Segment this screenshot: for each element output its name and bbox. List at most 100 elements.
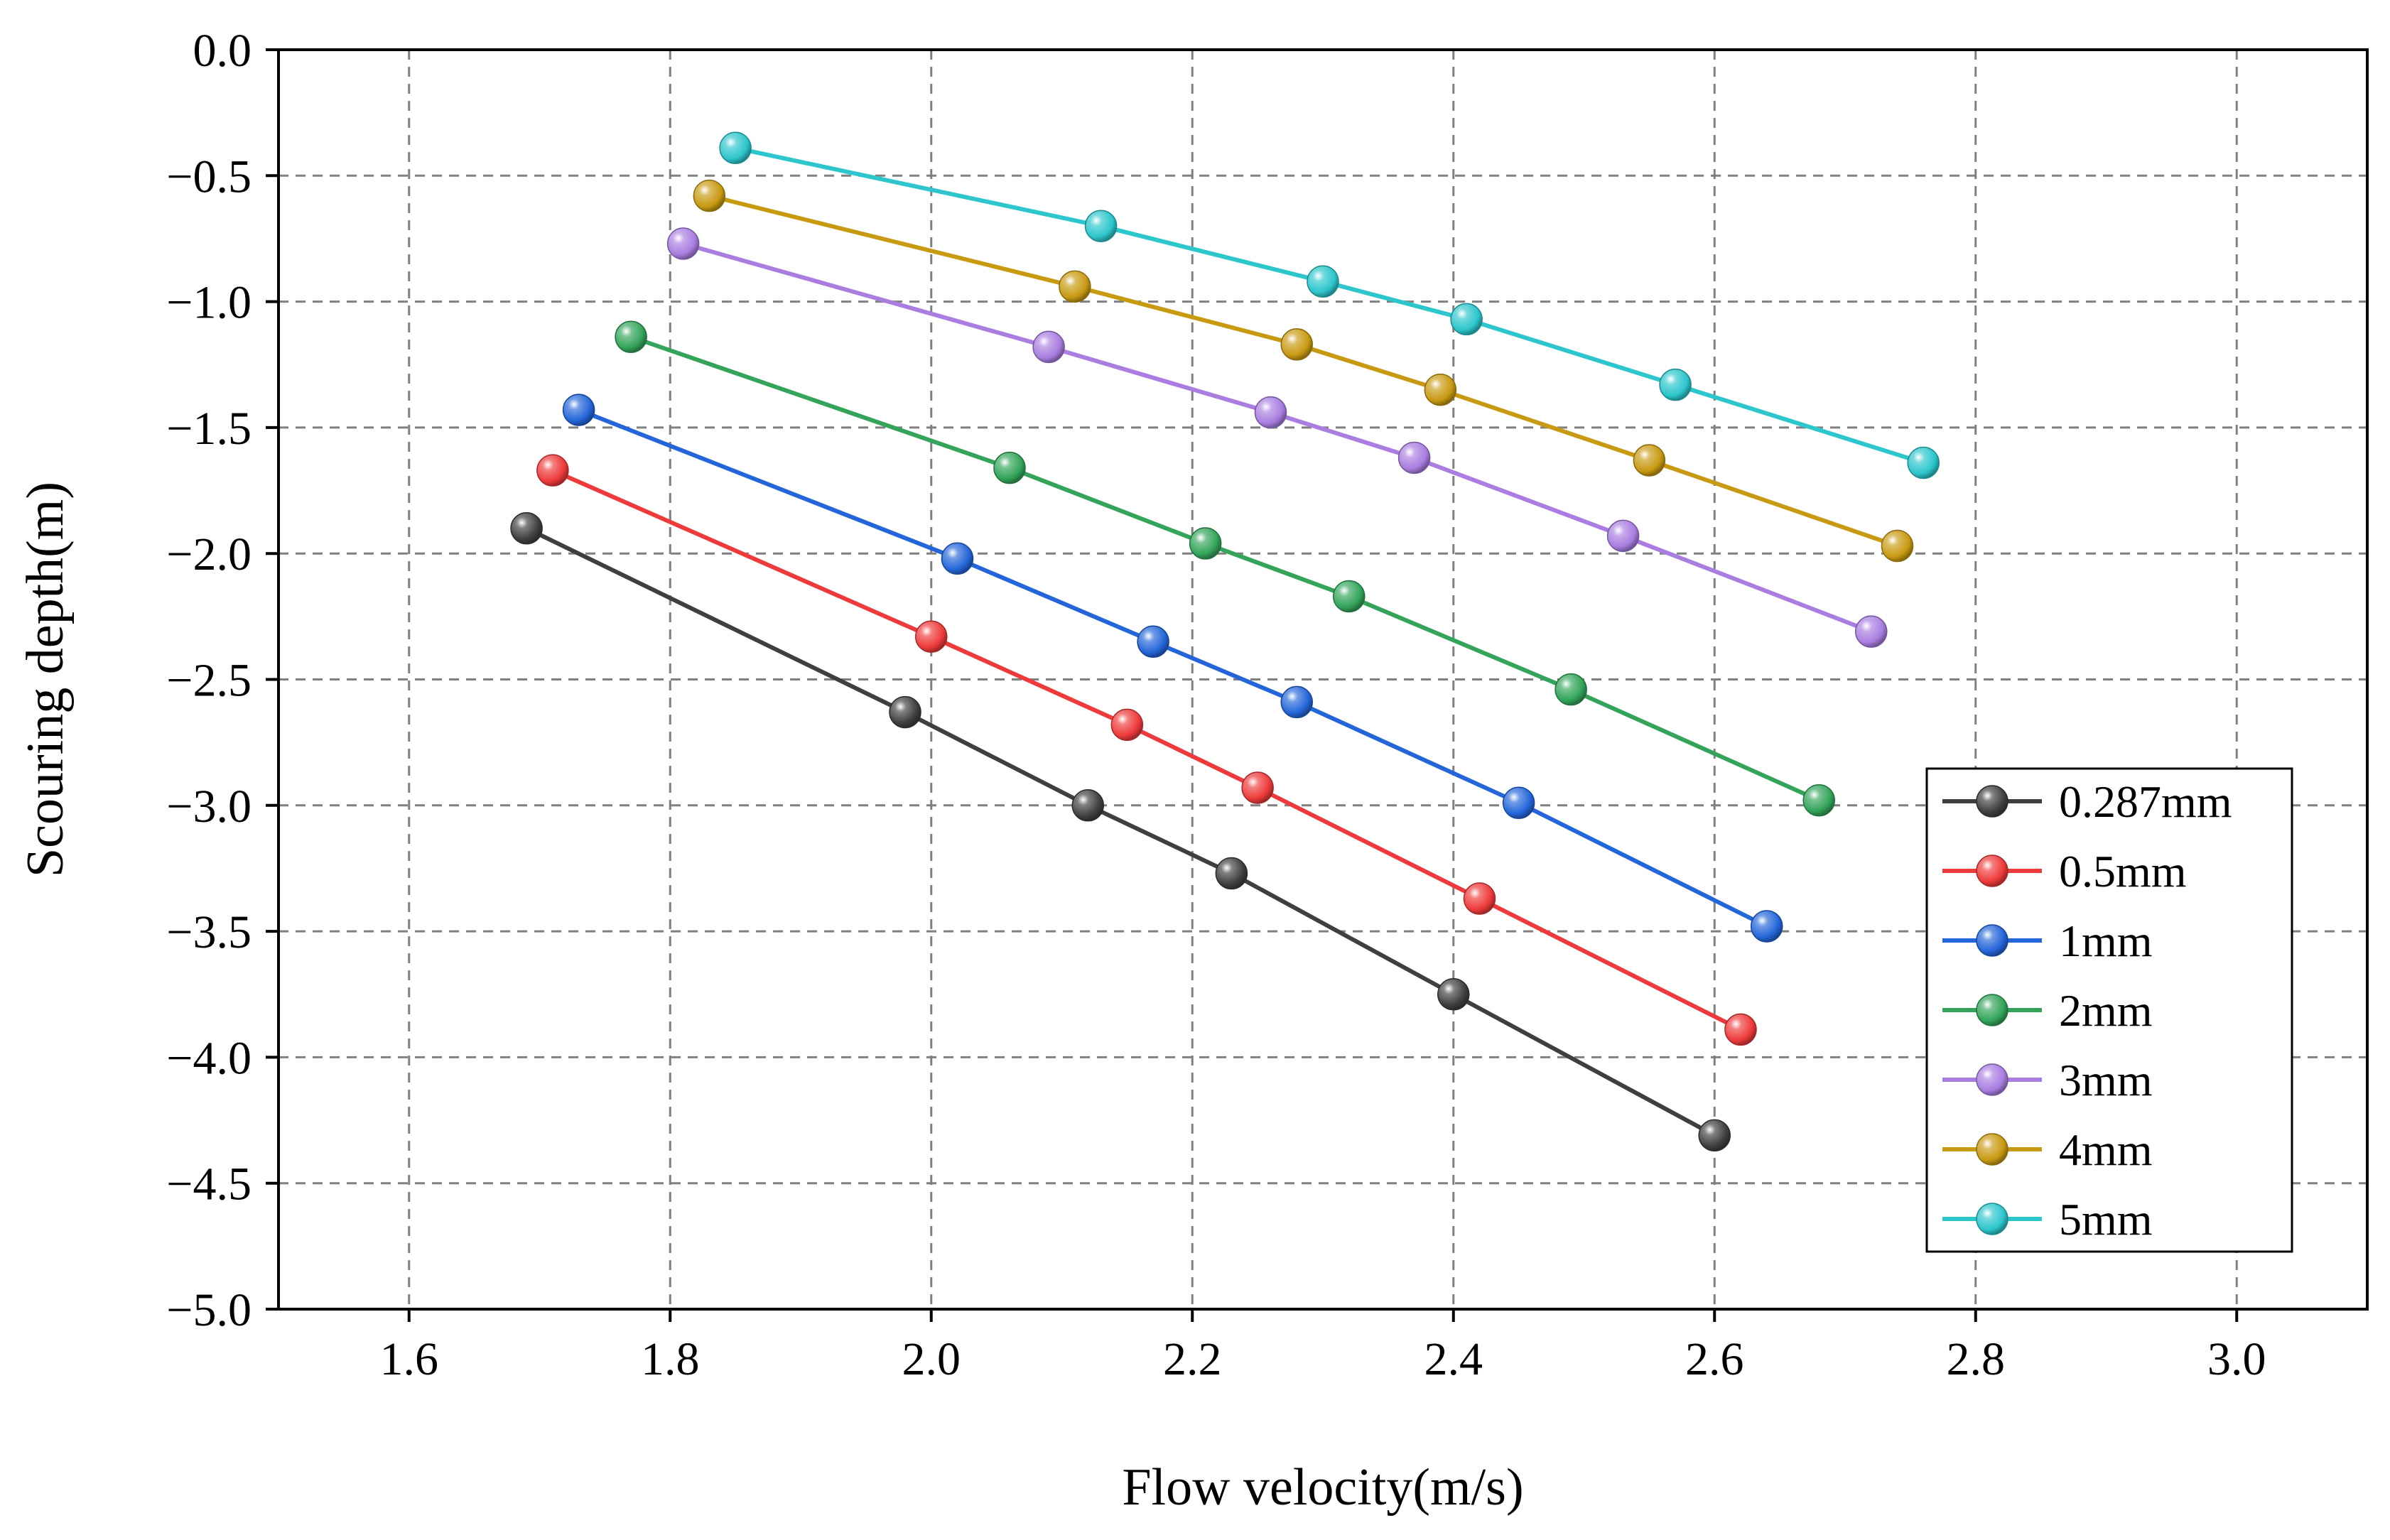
data-point-4mm-3: [1424, 373, 1457, 406]
data-point-5mm-4: [1659, 368, 1692, 401]
series-line-1mm: [578, 408, 1768, 928]
data-point-3mm-5: [1855, 615, 1888, 648]
series-3mm: [666, 227, 1888, 648]
series-0-5mm: [536, 454, 1757, 1046]
grid: [279, 50, 2367, 1309]
data-point-0-287mm-2: [1071, 789, 1104, 822]
x-tick-label: 2.4: [1424, 1333, 1483, 1385]
data-point-2mm-3: [1333, 580, 1366, 613]
legend-swatch-marker: [1976, 1203, 2008, 1235]
legend-item-2mm: 2mm: [1942, 985, 2153, 1036]
x-tick-label: 2.6: [1685, 1333, 1744, 1385]
legend-swatch-marker: [1976, 785, 2008, 818]
data-point-0-287mm-0: [510, 511, 543, 545]
data-point-0-5mm-2: [1110, 708, 1144, 742]
data-point-1mm-4: [1502, 786, 1535, 820]
legend-item-0-5mm: 0.5mm: [1942, 846, 2187, 896]
y-tick-label: −3.0: [166, 781, 252, 833]
data-point-3mm-0: [666, 227, 700, 260]
legend-swatch-marker: [1976, 994, 2008, 1026]
data-point-1mm-3: [1280, 685, 1313, 719]
data-point-4mm-5: [1881, 529, 1914, 563]
data-point-5mm-5: [1907, 446, 1940, 479]
data-point-0-5mm-3: [1241, 771, 1274, 804]
legend-label: 4mm: [2059, 1124, 2153, 1175]
data-point-0-5mm-1: [915, 620, 948, 653]
y-tick-label: −2.5: [166, 655, 252, 707]
y-tick-label: −0.5: [166, 151, 252, 202]
legend-label: 0.5mm: [2059, 846, 2187, 896]
legend-item-4mm: 4mm: [1942, 1124, 2153, 1175]
series-line-3mm: [682, 242, 1872, 634]
data-point-5mm-2: [1307, 265, 1339, 298]
data-point-2mm-2: [1189, 527, 1222, 560]
data-point-5mm-1: [1084, 210, 1118, 242]
data-point-2mm-5: [1802, 783, 1835, 817]
data-point-4mm-2: [1280, 328, 1313, 361]
legend-label: 1mm: [2059, 916, 2153, 966]
data-point-0-287mm-3: [1215, 857, 1248, 890]
data-point-0-5mm-5: [1724, 1013, 1757, 1046]
y-tick-label: −3.5: [166, 906, 252, 958]
data-point-1mm-0: [562, 394, 595, 426]
y-tick-labels: 0.0 −0.5 −1.0 −1.5 −2.0 −2.5 −3.0 −3.5 −4.0 −4.5 −…: [166, 25, 252, 1336]
y-tick-label: −4.5: [166, 1159, 252, 1210]
y-tick-label: 0.0: [193, 25, 252, 77]
y-tick-label: −5.0: [166, 1284, 252, 1336]
data-point-1mm-2: [1137, 625, 1169, 658]
x-tick-label: 2.8: [1947, 1333, 2006, 1385]
series-0-287mm: [510, 511, 1731, 1152]
data-point-1mm-5: [1751, 910, 1783, 943]
data-point-3mm-4: [1606, 519, 1640, 553]
data-point-3mm-2: [1254, 396, 1287, 429]
series-1mm: [562, 394, 1783, 943]
data-point-3mm-1: [1032, 330, 1065, 364]
x-axis-title: Flow velocity(m/s): [1122, 1458, 1523, 1517]
data-point-2mm-4: [1554, 673, 1587, 706]
data-point-0-287mm-5: [1698, 1119, 1731, 1152]
series-line-0-5mm: [551, 468, 1742, 1032]
data-point-0-287mm-1: [889, 695, 921, 729]
legend-label: 5mm: [2059, 1194, 2153, 1245]
series-5mm: [719, 131, 1940, 479]
legend-swatch-marker: [1976, 855, 2008, 887]
series-line-5mm: [735, 146, 1925, 465]
series-line-2mm: [630, 335, 1820, 803]
legend-item-1mm: 1mm: [1942, 916, 2153, 966]
x-tick-label: 3.0: [2207, 1333, 2266, 1385]
y-tick-label: −4.0: [166, 1032, 252, 1084]
data-point-0-287mm-4: [1437, 978, 1470, 1011]
series-layer: [510, 131, 1940, 1152]
legend: 0.287mm 0.5mm 1mm 2mm 3mm 4mm 5mm: [1925, 767, 2293, 1253]
series-4mm: [693, 179, 1914, 563]
axis-ticks: [266, 48, 2239, 1322]
x-tick-label: 2.2: [1163, 1333, 1222, 1385]
data-point-2mm-1: [993, 451, 1026, 484]
y-tick-label: −1.0: [166, 277, 252, 329]
series-2mm: [615, 320, 1835, 817]
legend-swatch-marker: [1976, 1063, 2008, 1096]
legend-swatch-marker: [1976, 924, 2008, 957]
data-point-0-5mm-4: [1463, 882, 1496, 915]
data-point-5mm-0: [719, 131, 752, 165]
series-line-0-287mm: [525, 526, 1716, 1137]
data-point-4mm-0: [693, 179, 726, 212]
legend-label: 2mm: [2059, 985, 2153, 1036]
data-point-2mm-0: [615, 320, 647, 353]
legend-swatch-marker: [1976, 1133, 2008, 1166]
y-tick-label: −1.5: [166, 403, 252, 455]
legend-item-5mm: 5mm: [1942, 1194, 2153, 1245]
x-tick-label: 1.6: [380, 1333, 439, 1385]
data-point-4mm-1: [1059, 270, 1091, 303]
x-tick-labels: 1.6 1.8 2.0 2.2 2.4 2.6 2.8 3.0: [380, 1333, 2266, 1385]
data-point-3mm-3: [1397, 441, 1431, 475]
x-tick-label: 2.0: [902, 1333, 961, 1385]
legend-label: 0.287mm: [2059, 776, 2232, 827]
y-tick-label: −2.0: [166, 528, 252, 580]
data-point-4mm-4: [1633, 444, 1666, 477]
data-point-0-5mm-0: [536, 454, 569, 487]
y-axis-title: Scouring depth(m): [16, 482, 75, 877]
data-point-5mm-3: [1450, 303, 1483, 336]
series-line-4mm: [708, 193, 1898, 548]
